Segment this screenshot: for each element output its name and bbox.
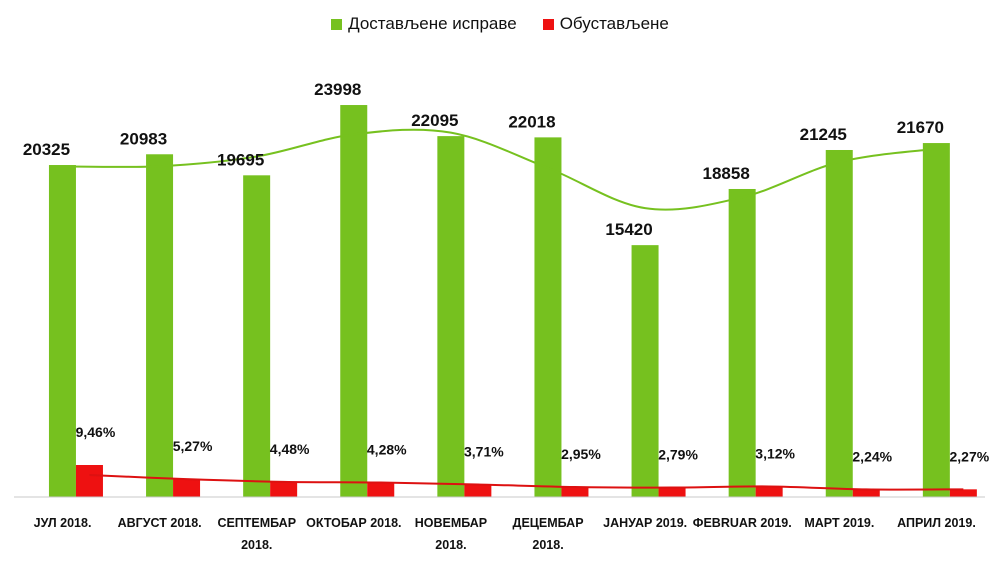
delivered-bar bbox=[146, 154, 174, 498]
x-tick-label-line: ФЕBRUAR 2019. bbox=[693, 516, 792, 530]
suspended-bar bbox=[367, 482, 395, 497]
delivered-trend-line bbox=[62, 128, 937, 211]
x-tick-label: НОВЕМБАР 2018. bbox=[415, 516, 487, 552]
delivered-value-label: 21670 bbox=[897, 118, 944, 137]
x-tick-label: ЈУЛ 2018. bbox=[34, 516, 92, 530]
suspended-bar bbox=[949, 489, 977, 497]
delivered-bar bbox=[437, 136, 465, 498]
suspended-bar bbox=[173, 479, 201, 497]
delivered-value-label: 20983 bbox=[120, 129, 167, 148]
x-tick-label-line: 2018. bbox=[435, 538, 466, 552]
suspended-value-label: 9,46% bbox=[76, 424, 116, 440]
x-tick-label-line: ОКТОБАР 2018. bbox=[306, 516, 401, 530]
delivered-value-label: 21245 bbox=[800, 125, 847, 144]
suspended-value-label: 2,79% bbox=[658, 447, 698, 463]
suspended-value-label: 5,27% bbox=[173, 438, 213, 454]
suspended-value-label: 2,95% bbox=[561, 446, 601, 462]
x-tick-label-line: 2018. bbox=[241, 538, 272, 552]
legend-swatch-suspended bbox=[542, 18, 554, 30]
x-tick-label: СЕПТЕМБАР 2018. bbox=[217, 516, 296, 552]
x-tick-label: ДЕЦЕМБАР 2018. bbox=[513, 516, 584, 552]
legend-item-delivered: Достављене исправе bbox=[331, 14, 517, 34]
trend-lines bbox=[62, 128, 964, 491]
x-tick-label: ЈАНУАР 2019. bbox=[603, 516, 687, 530]
x-tick-label-line: НОВЕМБАР bbox=[415, 516, 487, 530]
legend-swatch-delivered bbox=[331, 18, 343, 30]
x-tick-label-line: АПРИЛ 2019. bbox=[897, 516, 976, 530]
x-tick-label-line: СЕПТЕМБАР bbox=[217, 516, 296, 530]
delivered-bar bbox=[48, 165, 76, 497]
legend-label-suspended: Обустављене bbox=[559, 14, 669, 33]
x-tick-label-line: МАРТ 2019. bbox=[804, 516, 874, 530]
delivered-bars bbox=[48, 105, 950, 498]
x-tick-labels: ЈУЛ 2018. АВГУСТ 2018. СЕПТЕМБАР 2018. ОКТОБ… bbox=[34, 516, 976, 552]
suspended-bar bbox=[755, 486, 783, 497]
suspended-value-label: 4,48% bbox=[270, 441, 310, 457]
suspended-bar bbox=[561, 487, 589, 497]
x-tick-label-line: ДЕЦЕМБАР bbox=[513, 516, 584, 530]
x-tick-label: ФЕBRUAR 2019. bbox=[693, 516, 792, 530]
delivered-bar bbox=[534, 137, 562, 497]
delivered-bar bbox=[243, 175, 271, 497]
delivered-bar bbox=[631, 245, 659, 497]
x-tick-label-line: ЈУЛ 2018. bbox=[34, 516, 92, 530]
suspended-value-label: 3,71% bbox=[464, 443, 504, 459]
legend-item-suspended: Обустављене bbox=[542, 14, 669, 34]
delivered-bar bbox=[825, 149, 853, 497]
x-tick-label-line: 2018. bbox=[532, 538, 563, 552]
delivered-value-label: 15420 bbox=[605, 220, 652, 239]
suspended-value-label: 4,28% bbox=[367, 442, 407, 458]
delivered-value-label: 22018 bbox=[508, 112, 555, 131]
suspended-bar bbox=[658, 487, 686, 497]
delivered-bar bbox=[728, 188, 756, 497]
suspended-bar bbox=[464, 484, 492, 497]
delivered-value-label: 19695 bbox=[217, 150, 264, 169]
suspended-bar bbox=[852, 489, 880, 497]
suspended-value-label: 2,27% bbox=[950, 448, 990, 464]
delivered-value-label: 23998 bbox=[314, 80, 361, 99]
x-tick-label: ОКТОБАР 2018. bbox=[306, 516, 401, 530]
delivered-value-labels: 20325 20983 19695 23998 22095 22018 15420 18858… bbox=[23, 80, 944, 239]
delivered-value-label: 18858 bbox=[703, 164, 750, 183]
suspended-bars bbox=[75, 465, 977, 497]
suspended-value-labels: 9,46% 5,27% 4,48% 4,28% 3,71% 2,95% 2,79% 3,12%… bbox=[76, 424, 990, 464]
suspended-trend-line bbox=[89, 474, 964, 491]
suspended-value-label: 2,24% bbox=[852, 448, 892, 464]
x-tick-label: АВГУСТ 2018. bbox=[118, 516, 202, 530]
delivered-value-label: 22095 bbox=[411, 111, 458, 130]
x-tick-label-line: ЈАНУАР 2019. bbox=[603, 516, 687, 530]
suspended-bar bbox=[75, 465, 103, 497]
x-tick-label: АПРИЛ 2019. bbox=[897, 516, 976, 530]
x-tick-label-line: АВГУСТ 2018. bbox=[118, 516, 202, 530]
suspended-bar bbox=[270, 481, 298, 497]
delivered-value-label: 20325 bbox=[23, 140, 70, 159]
legend-label-delivered: Достављене исправе bbox=[348, 14, 517, 33]
delivered-bar bbox=[922, 143, 950, 497]
x-tick-label: МАРТ 2019. bbox=[804, 516, 874, 530]
legend: Достављене исправе Обустављене bbox=[0, 14, 1000, 34]
suspended-value-label: 3,12% bbox=[755, 445, 795, 461]
delivered-bar bbox=[340, 105, 368, 498]
